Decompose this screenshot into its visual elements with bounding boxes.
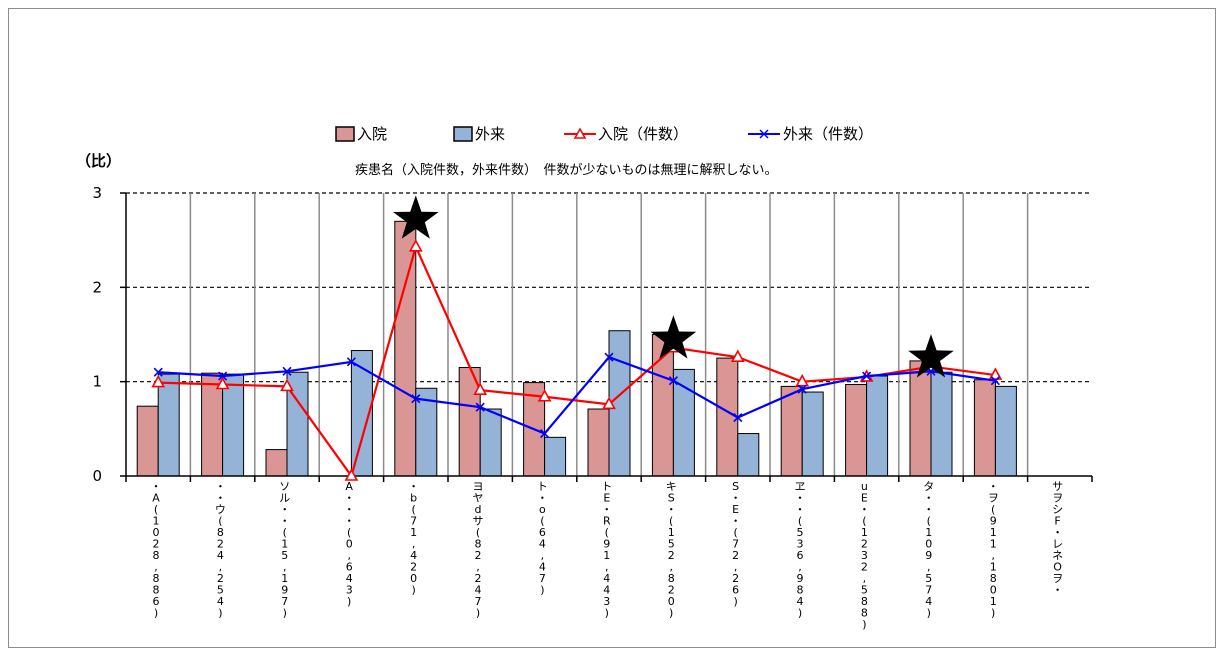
x-category-label: S ・ E ・(7 2, 2 6) <box>730 480 741 608</box>
bar <box>737 433 760 477</box>
x-category-label: ト・ o(6 4, 4 7) <box>537 480 548 597</box>
legend-label-inpatient-count: 入院（件数） <box>598 125 688 143</box>
triangle-marker <box>408 239 423 252</box>
triangle-marker <box>280 378 294 392</box>
x-category-label: キ S ・(1 5 2, 8 2 0) <box>666 480 677 620</box>
x-marker <box>475 402 485 412</box>
legend: 入院 外来 入院（件数） 外来（件数） <box>335 125 873 143</box>
bar <box>544 436 567 477</box>
legend-swatch-inpatient-bar <box>335 126 355 142</box>
y-tick-label: 3 <box>92 184 102 202</box>
bar <box>780 385 803 477</box>
x-category-label: ト E ・ R(9 1, 4 4 3) <box>601 480 612 620</box>
triangle-marker <box>344 468 359 481</box>
x-marker <box>604 352 614 362</box>
bar <box>930 371 953 477</box>
y-tick-label: 2 <box>92 278 102 296</box>
bar <box>973 379 996 477</box>
y-tick-label: 0 <box>92 467 102 485</box>
x-category-label: ・ヲ(9 1 1, 1 8 0 1) <box>988 480 999 620</box>
x-marker <box>346 357 356 367</box>
y-tick-labels: 0 1 2 3 <box>92 184 102 485</box>
x-category-label: ソル・・(1 5, 1 9 7) <box>279 480 290 620</box>
x-marker <box>411 394 421 404</box>
x-marker <box>862 371 872 381</box>
bar-series <box>136 220 1017 477</box>
star-annotations <box>393 195 954 378</box>
x-category-label: u E ・(1 2 3 2, 5 8 8) <box>859 480 870 631</box>
bar <box>479 408 502 477</box>
bar <box>845 383 868 477</box>
bar <box>716 357 739 477</box>
bar <box>222 373 245 477</box>
triangle-marker <box>602 396 616 410</box>
bar <box>587 408 610 477</box>
triangle-marker <box>795 374 810 387</box>
x-category-label: ヨヤ d サ(8 2, 2 4 7) <box>473 480 484 620</box>
y-unit-label: （比） <box>76 152 121 170</box>
triangle-marker <box>473 382 488 395</box>
triangle-marker <box>730 349 745 362</box>
bar <box>866 375 889 477</box>
triangle-marker <box>215 376 230 390</box>
x-marker <box>153 367 163 377</box>
x-marker <box>218 371 228 381</box>
y-tick-label: 1 <box>92 373 102 391</box>
x-marker <box>990 376 1000 386</box>
x-category-label: A ・・・(0, 6 4 3) <box>344 480 355 608</box>
triangle-marker <box>537 389 552 402</box>
chart-subtitle: 疾患名（入院件数，外来件数） 件数が少ないものは無理に解釈しない。 <box>355 162 778 178</box>
x-marker <box>282 366 292 376</box>
x-marker <box>733 412 743 423</box>
x-category-label: ・ A(1 0 2 8, 8 8 6) <box>151 480 162 620</box>
bar <box>909 360 932 477</box>
star-icon <box>393 195 439 239</box>
legend-marker-triangle <box>573 127 587 139</box>
legend-label-outpatient-count: 外来（件数） <box>783 125 873 143</box>
bar <box>157 373 180 477</box>
bar <box>136 405 159 477</box>
legend-swatch-outpatient-bar <box>453 126 473 142</box>
chart-frame <box>8 8 1216 648</box>
legend-label-inpatient-bar: 入院 <box>357 125 387 143</box>
star-icon <box>650 315 697 359</box>
x-category-label: ヱ・・(5 3 6, 9 8 4) <box>795 480 806 620</box>
x-category-labels: ・ A(1 0 2 8, 8 8 6) ・・ウ(8 2 4, 2 5 4) ソル・・(1 5, 1 9 7) A ・・・… <box>151 480 1064 631</box>
x-marker <box>668 376 678 386</box>
x-category-label: ・・ウ(8 2 4, 2 5 4) <box>215 480 226 620</box>
legend-label-outpatient-bar: 外来 <box>475 125 505 143</box>
legend-marker-x <box>759 129 769 139</box>
bar <box>801 391 824 477</box>
axes <box>120 192 1093 482</box>
x-marker <box>797 384 807 394</box>
triangle-marker <box>988 367 1003 380</box>
x-category-label: タ・・(1 0 9, 5 7 4) <box>923 480 934 620</box>
series-line <box>158 355 996 435</box>
triangle-marker <box>151 374 166 388</box>
x-category-label: サヲシ F ・レネ O ヲ・ <box>1052 480 1063 597</box>
star-icon <box>908 334 954 378</box>
bar <box>672 368 695 477</box>
bar <box>265 449 288 477</box>
x-marker <box>540 428 550 439</box>
bar <box>994 385 1017 477</box>
x-category-label: ・ b(7 1, 4 2 0) <box>408 480 419 597</box>
